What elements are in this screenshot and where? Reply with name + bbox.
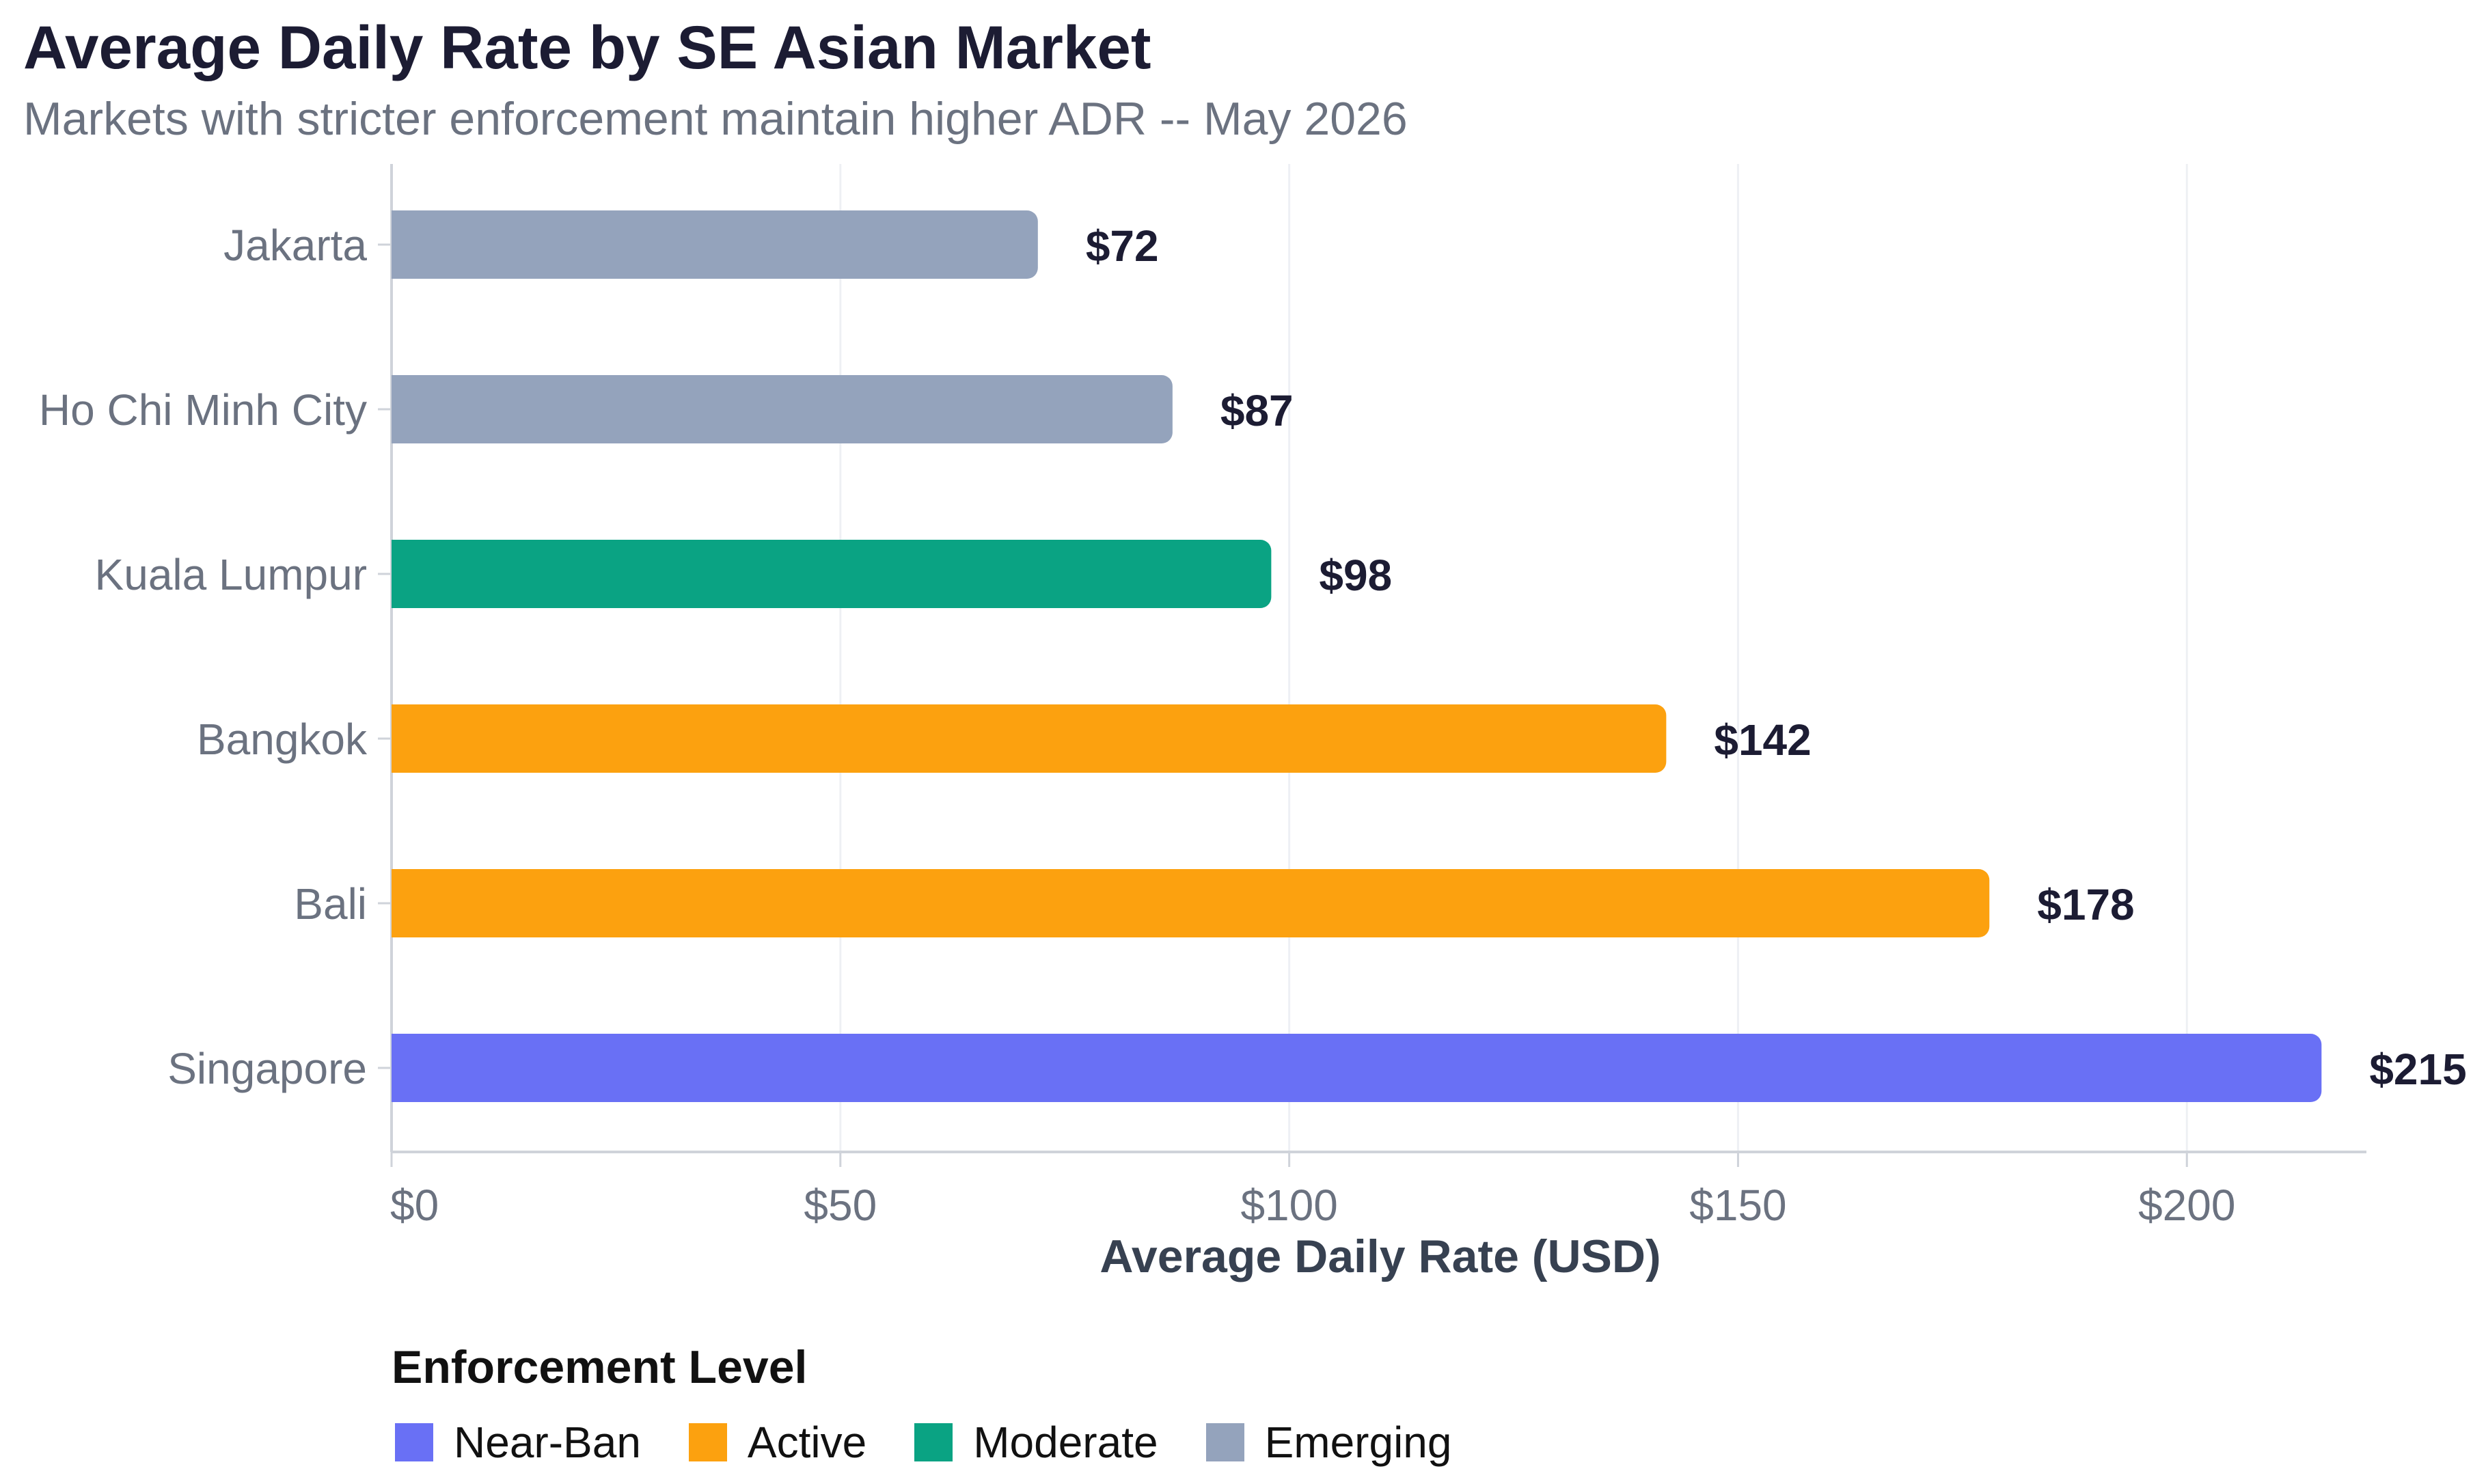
legend-label-emerging: Emerging (1264, 1418, 1452, 1467)
bar-base-bangkok (392, 704, 405, 773)
x-tick-label: $0 (390, 1181, 439, 1230)
grid-lines (839, 164, 2188, 1152)
labels: $0 $50 $100 $150 $200 Jakarta $72 Ho Chi Minh C… (39, 221, 2467, 1230)
x-tick-label: $100 (1240, 1181, 1337, 1230)
y-tick-label: Bali (294, 879, 367, 929)
bar-base-kuala-lumpur (392, 540, 405, 608)
y-tick-label: Ho Chi Minh City (39, 385, 367, 435)
bar-ho-chi-minh-city (392, 375, 1173, 443)
bar-base-ho-chi-minh-city (392, 375, 405, 443)
y-tick-label: Singapore (167, 1044, 367, 1093)
x-tick-label: $50 (804, 1181, 877, 1230)
x-tick-label: $150 (1689, 1181, 1786, 1230)
legend-item-near-ban: Near-Ban (395, 1417, 641, 1468)
bar-singapore (392, 1034, 2322, 1102)
legend-swatch-emerging (1205, 1423, 1244, 1461)
bar-jakarta (392, 210, 1038, 279)
legend-title: Enforcement Level (392, 1341, 808, 1393)
legend: Near-Ban Active Moderate Emerging (395, 1417, 1499, 1468)
chart-subtitle: Markets with stricter enforcement mainta… (23, 93, 1408, 145)
legend-swatch-near-ban (395, 1423, 433, 1461)
y-tick-label: Bangkok (197, 715, 368, 764)
legend-item-moderate: Moderate (914, 1417, 1158, 1468)
y-tick-label: Jakarta (223, 221, 367, 270)
axes (378, 164, 2366, 1167)
value-label: $215 (2369, 1045, 2466, 1094)
legend-swatch-active (688, 1423, 727, 1461)
legend-label-near-ban: Near-Ban (454, 1418, 641, 1467)
value-label: $72 (1086, 221, 1159, 271)
bar-kuala-lumpur (392, 540, 1272, 608)
value-label: $87 (1220, 386, 1294, 435)
bar-bali (392, 869, 1990, 937)
legend-item-active: Active (688, 1417, 867, 1468)
legend-label-moderate: Moderate (973, 1418, 1158, 1467)
bar-base-bali (392, 869, 405, 937)
bars (392, 210, 2322, 1102)
legend-item-emerging: Emerging (1205, 1417, 1452, 1468)
bar-bangkok (392, 704, 1667, 773)
bar-base-jakarta (392, 210, 405, 279)
legend-label-active: Active (747, 1418, 867, 1467)
x-axis-label: Average Daily Rate (USD) (1099, 1231, 1661, 1282)
x-tick-label: $200 (2138, 1181, 2235, 1230)
value-label: $98 (1319, 551, 1392, 600)
legend-swatch-moderate (914, 1423, 953, 1461)
value-label: $178 (2037, 880, 2134, 929)
chart-title: Average Daily Rate by SE Asian Market (23, 13, 1151, 81)
value-label: $142 (1714, 715, 1811, 765)
bar-chart: $0 $50 $100 $150 $200 Jakarta $72 Ho Chi Minh C… (39, 164, 2467, 1282)
y-tick-label: Kuala Lumpur (95, 550, 367, 599)
bar-base-singapore (392, 1034, 405, 1102)
